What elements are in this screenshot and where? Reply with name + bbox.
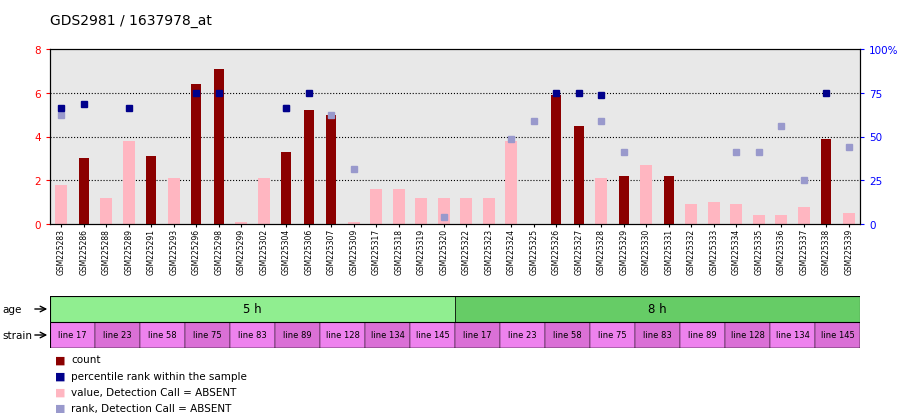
Bar bbox=[230, 322, 275, 348]
Text: line 23: line 23 bbox=[508, 331, 537, 339]
Bar bbox=[640, 166, 652, 224]
Bar bbox=[235, 222, 248, 224]
Text: line 128: line 128 bbox=[731, 331, 764, 339]
Bar bbox=[797, 207, 810, 224]
Bar bbox=[455, 322, 500, 348]
Bar bbox=[415, 198, 428, 224]
Text: rank, Detection Call = ABSENT: rank, Detection Call = ABSENT bbox=[71, 403, 231, 413]
Bar bbox=[455, 296, 860, 322]
Text: count: count bbox=[71, 354, 100, 365]
Text: value, Detection Call = ABSENT: value, Detection Call = ABSENT bbox=[71, 387, 237, 397]
Text: line 23: line 23 bbox=[103, 331, 132, 339]
Bar bbox=[619, 176, 629, 224]
Text: line 75: line 75 bbox=[193, 331, 222, 339]
Text: strain: strain bbox=[3, 330, 33, 340]
Bar bbox=[56, 185, 67, 224]
Bar bbox=[320, 322, 365, 348]
Bar bbox=[545, 322, 590, 348]
Bar bbox=[281, 152, 291, 224]
Bar bbox=[410, 322, 455, 348]
Text: 8 h: 8 h bbox=[648, 303, 667, 316]
Text: age: age bbox=[3, 304, 22, 314]
Text: line 83: line 83 bbox=[238, 331, 267, 339]
Bar bbox=[50, 322, 95, 348]
Bar bbox=[635, 322, 680, 348]
Text: line 58: line 58 bbox=[148, 331, 177, 339]
Text: line 134: line 134 bbox=[370, 331, 404, 339]
Bar bbox=[167, 179, 180, 224]
Bar bbox=[370, 190, 382, 224]
Text: GDS2981 / 1637978_at: GDS2981 / 1637978_at bbox=[50, 14, 212, 28]
Bar bbox=[505, 142, 518, 224]
Text: line 89: line 89 bbox=[688, 331, 717, 339]
Bar bbox=[753, 216, 765, 224]
Bar bbox=[50, 296, 455, 322]
Text: line 145: line 145 bbox=[416, 331, 450, 339]
Text: line 128: line 128 bbox=[326, 331, 359, 339]
Bar bbox=[365, 322, 410, 348]
Bar bbox=[140, 322, 185, 348]
Text: line 134: line 134 bbox=[775, 331, 809, 339]
Bar bbox=[100, 198, 113, 224]
Bar bbox=[438, 198, 450, 224]
Text: ■: ■ bbox=[55, 371, 66, 381]
Bar bbox=[708, 203, 720, 224]
Bar bbox=[815, 322, 860, 348]
Bar bbox=[275, 322, 320, 348]
Text: line 83: line 83 bbox=[643, 331, 672, 339]
Bar bbox=[95, 322, 140, 348]
Bar bbox=[348, 222, 360, 224]
Bar bbox=[680, 322, 725, 348]
Bar bbox=[821, 139, 831, 224]
Bar bbox=[326, 115, 337, 224]
Bar bbox=[191, 85, 201, 224]
Text: line 145: line 145 bbox=[821, 331, 854, 339]
Text: line 17: line 17 bbox=[58, 331, 86, 339]
Bar bbox=[214, 69, 224, 224]
Text: percentile rank within the sample: percentile rank within the sample bbox=[71, 371, 247, 381]
Text: line 89: line 89 bbox=[283, 331, 312, 339]
Bar bbox=[573, 126, 584, 224]
Bar bbox=[775, 216, 787, 224]
Bar bbox=[123, 142, 135, 224]
Bar bbox=[663, 176, 673, 224]
Text: 5 h: 5 h bbox=[243, 303, 262, 316]
Bar bbox=[770, 322, 815, 348]
Bar bbox=[843, 214, 854, 224]
Text: ■: ■ bbox=[55, 387, 66, 397]
Text: line 17: line 17 bbox=[463, 331, 491, 339]
Text: ■: ■ bbox=[55, 403, 66, 413]
Bar bbox=[460, 198, 472, 224]
Bar bbox=[79, 159, 89, 224]
Bar bbox=[685, 205, 697, 224]
Bar bbox=[500, 322, 545, 348]
Bar bbox=[595, 179, 607, 224]
Bar bbox=[147, 157, 157, 224]
Bar bbox=[482, 198, 495, 224]
Bar bbox=[304, 111, 314, 224]
Bar bbox=[590, 322, 635, 348]
Text: ■: ■ bbox=[55, 354, 66, 365]
Text: line 58: line 58 bbox=[553, 331, 581, 339]
Bar bbox=[392, 190, 405, 224]
Bar bbox=[185, 322, 230, 348]
Bar bbox=[725, 322, 770, 348]
Text: line 75: line 75 bbox=[598, 331, 627, 339]
Bar bbox=[551, 96, 561, 224]
Bar bbox=[730, 205, 743, 224]
Bar bbox=[258, 179, 270, 224]
